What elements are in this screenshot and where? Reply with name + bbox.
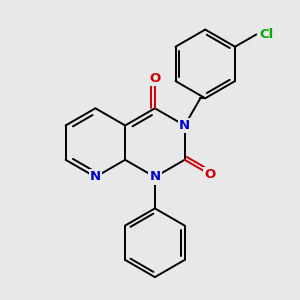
Text: N: N <box>179 119 190 132</box>
Text: O: O <box>205 168 216 181</box>
Text: O: O <box>149 72 161 85</box>
Text: N: N <box>90 170 101 184</box>
Text: Cl: Cl <box>259 28 274 41</box>
Text: N: N <box>149 170 161 184</box>
